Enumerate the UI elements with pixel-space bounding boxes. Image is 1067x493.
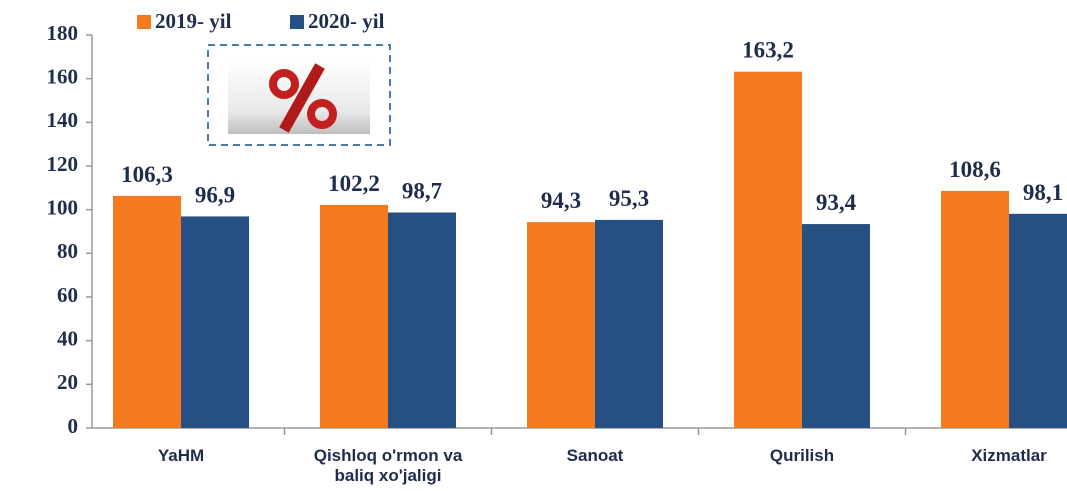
bar (113, 196, 181, 428)
legend-label: 2019- yil (155, 9, 232, 33)
bar (941, 191, 1009, 428)
value-label: 98,7 (402, 179, 442, 204)
value-label: 108,6 (949, 157, 1001, 182)
legend-label: 2020- yil (308, 9, 385, 33)
chart: 2019- yil 2020- yil 0 20 40 60 80 100 120 140 16… (0, 0, 1067, 493)
value-label: 106,3 (121, 162, 173, 187)
bar (388, 213, 456, 428)
y-tick-label: 80 (57, 239, 78, 263)
value-label: 163,2 (742, 38, 794, 63)
bar (1009, 214, 1067, 428)
bar (320, 205, 388, 428)
bar (595, 220, 663, 428)
y-tick-label: 20 (57, 370, 78, 394)
y-tick-label: 140 (47, 108, 79, 132)
legend-swatch (137, 15, 151, 29)
value-label: 93,4 (816, 190, 857, 215)
legend-swatch (290, 15, 304, 29)
y-tick-label: 0 (68, 414, 79, 438)
bar (734, 72, 802, 428)
value-label: 96,9 (195, 182, 235, 207)
value-label: 102,2 (328, 171, 380, 196)
chart-container: 2019- yil 2020- yil 0 20 40 60 80 100 120 140 16… (0, 0, 1067, 493)
y-tick-label: 40 (57, 326, 78, 350)
y-tick-label: 160 (47, 64, 79, 88)
x-tick-label: Qishloq o'rmon va baliq xo'jaligi (313, 446, 463, 486)
value-label: 98,1 (1023, 180, 1063, 205)
y-tick-label: 180 (47, 21, 79, 45)
x-tick-label: Sanoat (520, 446, 670, 466)
x-tick-label: YaHM (106, 446, 256, 466)
value-label: 95,3 (609, 186, 649, 211)
y-tick-label: 60 (57, 283, 78, 307)
bar (802, 224, 870, 428)
value-label: 94,3 (541, 188, 581, 213)
percent-icon (208, 45, 390, 145)
x-tick-label: Qurilish (727, 446, 877, 466)
bar (527, 222, 595, 428)
y-tick-label: 120 (47, 152, 79, 176)
y-tick-label: 100 (47, 195, 79, 219)
bar (181, 216, 249, 428)
x-tick-label: Xizmatlar (934, 446, 1067, 466)
